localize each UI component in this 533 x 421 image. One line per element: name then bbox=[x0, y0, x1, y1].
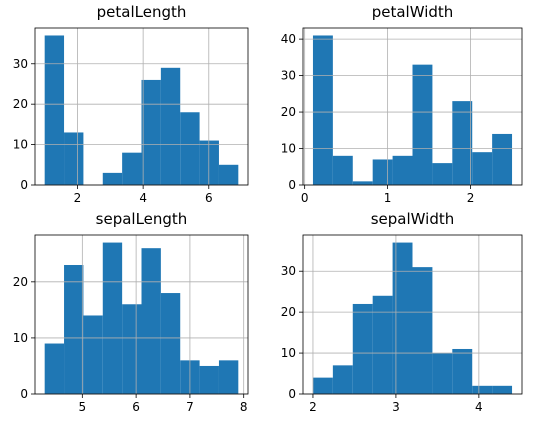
sepal-length-bar bbox=[64, 265, 84, 394]
petal-width-x-tick-label: 0 bbox=[301, 191, 309, 205]
sepal-width-x-tick-label: 3 bbox=[392, 400, 400, 414]
sepal-width-bar bbox=[352, 303, 373, 394]
petal-width-axes-frame bbox=[302, 27, 523, 186]
petal-width-x-tick-label: 2 bbox=[467, 191, 475, 205]
sepal-width-histogram: 2 3 4 0 10 20 30 sepalWidth bbox=[281, 210, 523, 414]
sepal-width-y-tick-label: 10 bbox=[281, 346, 296, 360]
sepal-width-bar bbox=[412, 267, 433, 394]
sepal-width-x-tick-label: 2 bbox=[309, 400, 317, 414]
petal-width-bar bbox=[472, 152, 493, 185]
sepal-length-x-tick-label: 5 bbox=[79, 400, 87, 414]
petal-width-y-tick-label: 10 bbox=[281, 142, 296, 156]
petal-length-bar bbox=[64, 132, 84, 185]
sepal-width-bar bbox=[312, 377, 333, 394]
sepal-length-y-tick-label: 20 bbox=[13, 275, 28, 289]
petal-length-bar bbox=[160, 67, 181, 185]
petal-length-x-tick-label: 6 bbox=[205, 191, 213, 205]
sepal-width-axes-frame bbox=[302, 234, 523, 395]
petal-width-bar bbox=[392, 155, 413, 185]
sepal-width-bar bbox=[472, 385, 493, 394]
sepal-length-bar bbox=[141, 248, 161, 394]
sepal-length-x-tick-label: 6 bbox=[132, 400, 140, 414]
petal-length-x-tick-label: 2 bbox=[74, 191, 82, 205]
petal-width-bar bbox=[372, 159, 393, 185]
sepal-length-bar bbox=[83, 315, 103, 394]
sepal-width-bar bbox=[372, 295, 393, 394]
sepal-length-bar bbox=[122, 304, 142, 394]
petal-width-y-tick-label: 0 bbox=[288, 178, 296, 192]
sepal-length-x-tick-label: 7 bbox=[186, 400, 194, 414]
sepal-length-bar bbox=[199, 365, 219, 394]
sepal-width-x-tick-label: 4 bbox=[475, 400, 483, 414]
petal-length-y-tick-label: 10 bbox=[13, 138, 28, 152]
petal-width-bar bbox=[312, 35, 333, 185]
petal-length-x-tick-label: 4 bbox=[139, 191, 147, 205]
petal-width-bar bbox=[492, 133, 513, 185]
petal-width-x-tick-label: 1 bbox=[384, 191, 392, 205]
petal-width-bar bbox=[332, 155, 353, 185]
sepal-length-title: sepalLength bbox=[96, 210, 188, 228]
sepal-length-axes-frame bbox=[34, 234, 249, 395]
petal-length-bar bbox=[180, 112, 200, 185]
sepal-width-bar bbox=[432, 353, 453, 394]
sepal-length-y-tick-label: 10 bbox=[13, 331, 28, 345]
sepal-width-bar bbox=[392, 242, 413, 394]
sepal-length-y-tick-label: 0 bbox=[20, 387, 28, 401]
petal-width-bar bbox=[432, 163, 453, 185]
sepal-length-bar bbox=[102, 242, 123, 394]
petal-width-bar bbox=[352, 181, 373, 185]
petal-width-y-tick-label: 40 bbox=[281, 32, 296, 46]
petal-length-y-tick-label: 20 bbox=[13, 97, 28, 111]
petal-width-bar bbox=[412, 64, 433, 185]
petal-width-y-tick-label: 30 bbox=[281, 69, 296, 83]
petal-width-title: petalWidth bbox=[372, 3, 454, 21]
sepal-width-y-tick-label: 30 bbox=[281, 264, 296, 278]
petal-length-y-tick-label: 0 bbox=[20, 178, 28, 192]
sepal-length-bar bbox=[160, 293, 181, 394]
petal-length-bar bbox=[141, 79, 161, 185]
petal-length-y-tick-label: 30 bbox=[13, 57, 28, 71]
sepal-length-bar bbox=[44, 343, 65, 394]
sepal-length-bar bbox=[218, 360, 239, 394]
petal-width-y-tick-label: 20 bbox=[281, 105, 296, 119]
sepal-length-histogram: 5 6 7 8 0 10 20 sepalLength bbox=[13, 210, 249, 414]
sepal-length-x-tick-label: 8 bbox=[240, 400, 248, 414]
petal-width-bar bbox=[452, 101, 473, 185]
petal-length-bar bbox=[102, 172, 123, 185]
petal-length-bar bbox=[199, 140, 219, 185]
sepal-width-bar bbox=[452, 348, 473, 394]
petal-length-bar bbox=[44, 35, 65, 185]
petal-length-bar bbox=[122, 152, 142, 185]
sepal-width-title: sepalWidth bbox=[371, 210, 455, 228]
sepal-width-y-tick-label: 20 bbox=[281, 305, 296, 319]
petal-length-axes-frame bbox=[34, 27, 249, 186]
petal-length-title: petalLength bbox=[97, 3, 187, 21]
petal-length-bar bbox=[218, 164, 239, 185]
sepal-width-y-tick-label: 0 bbox=[288, 387, 296, 401]
petal-length-histogram: 2 4 6 0 10 20 30 petalLength bbox=[13, 3, 249, 205]
sepal-width-bar bbox=[332, 365, 353, 394]
sepal-width-bar bbox=[492, 385, 513, 394]
